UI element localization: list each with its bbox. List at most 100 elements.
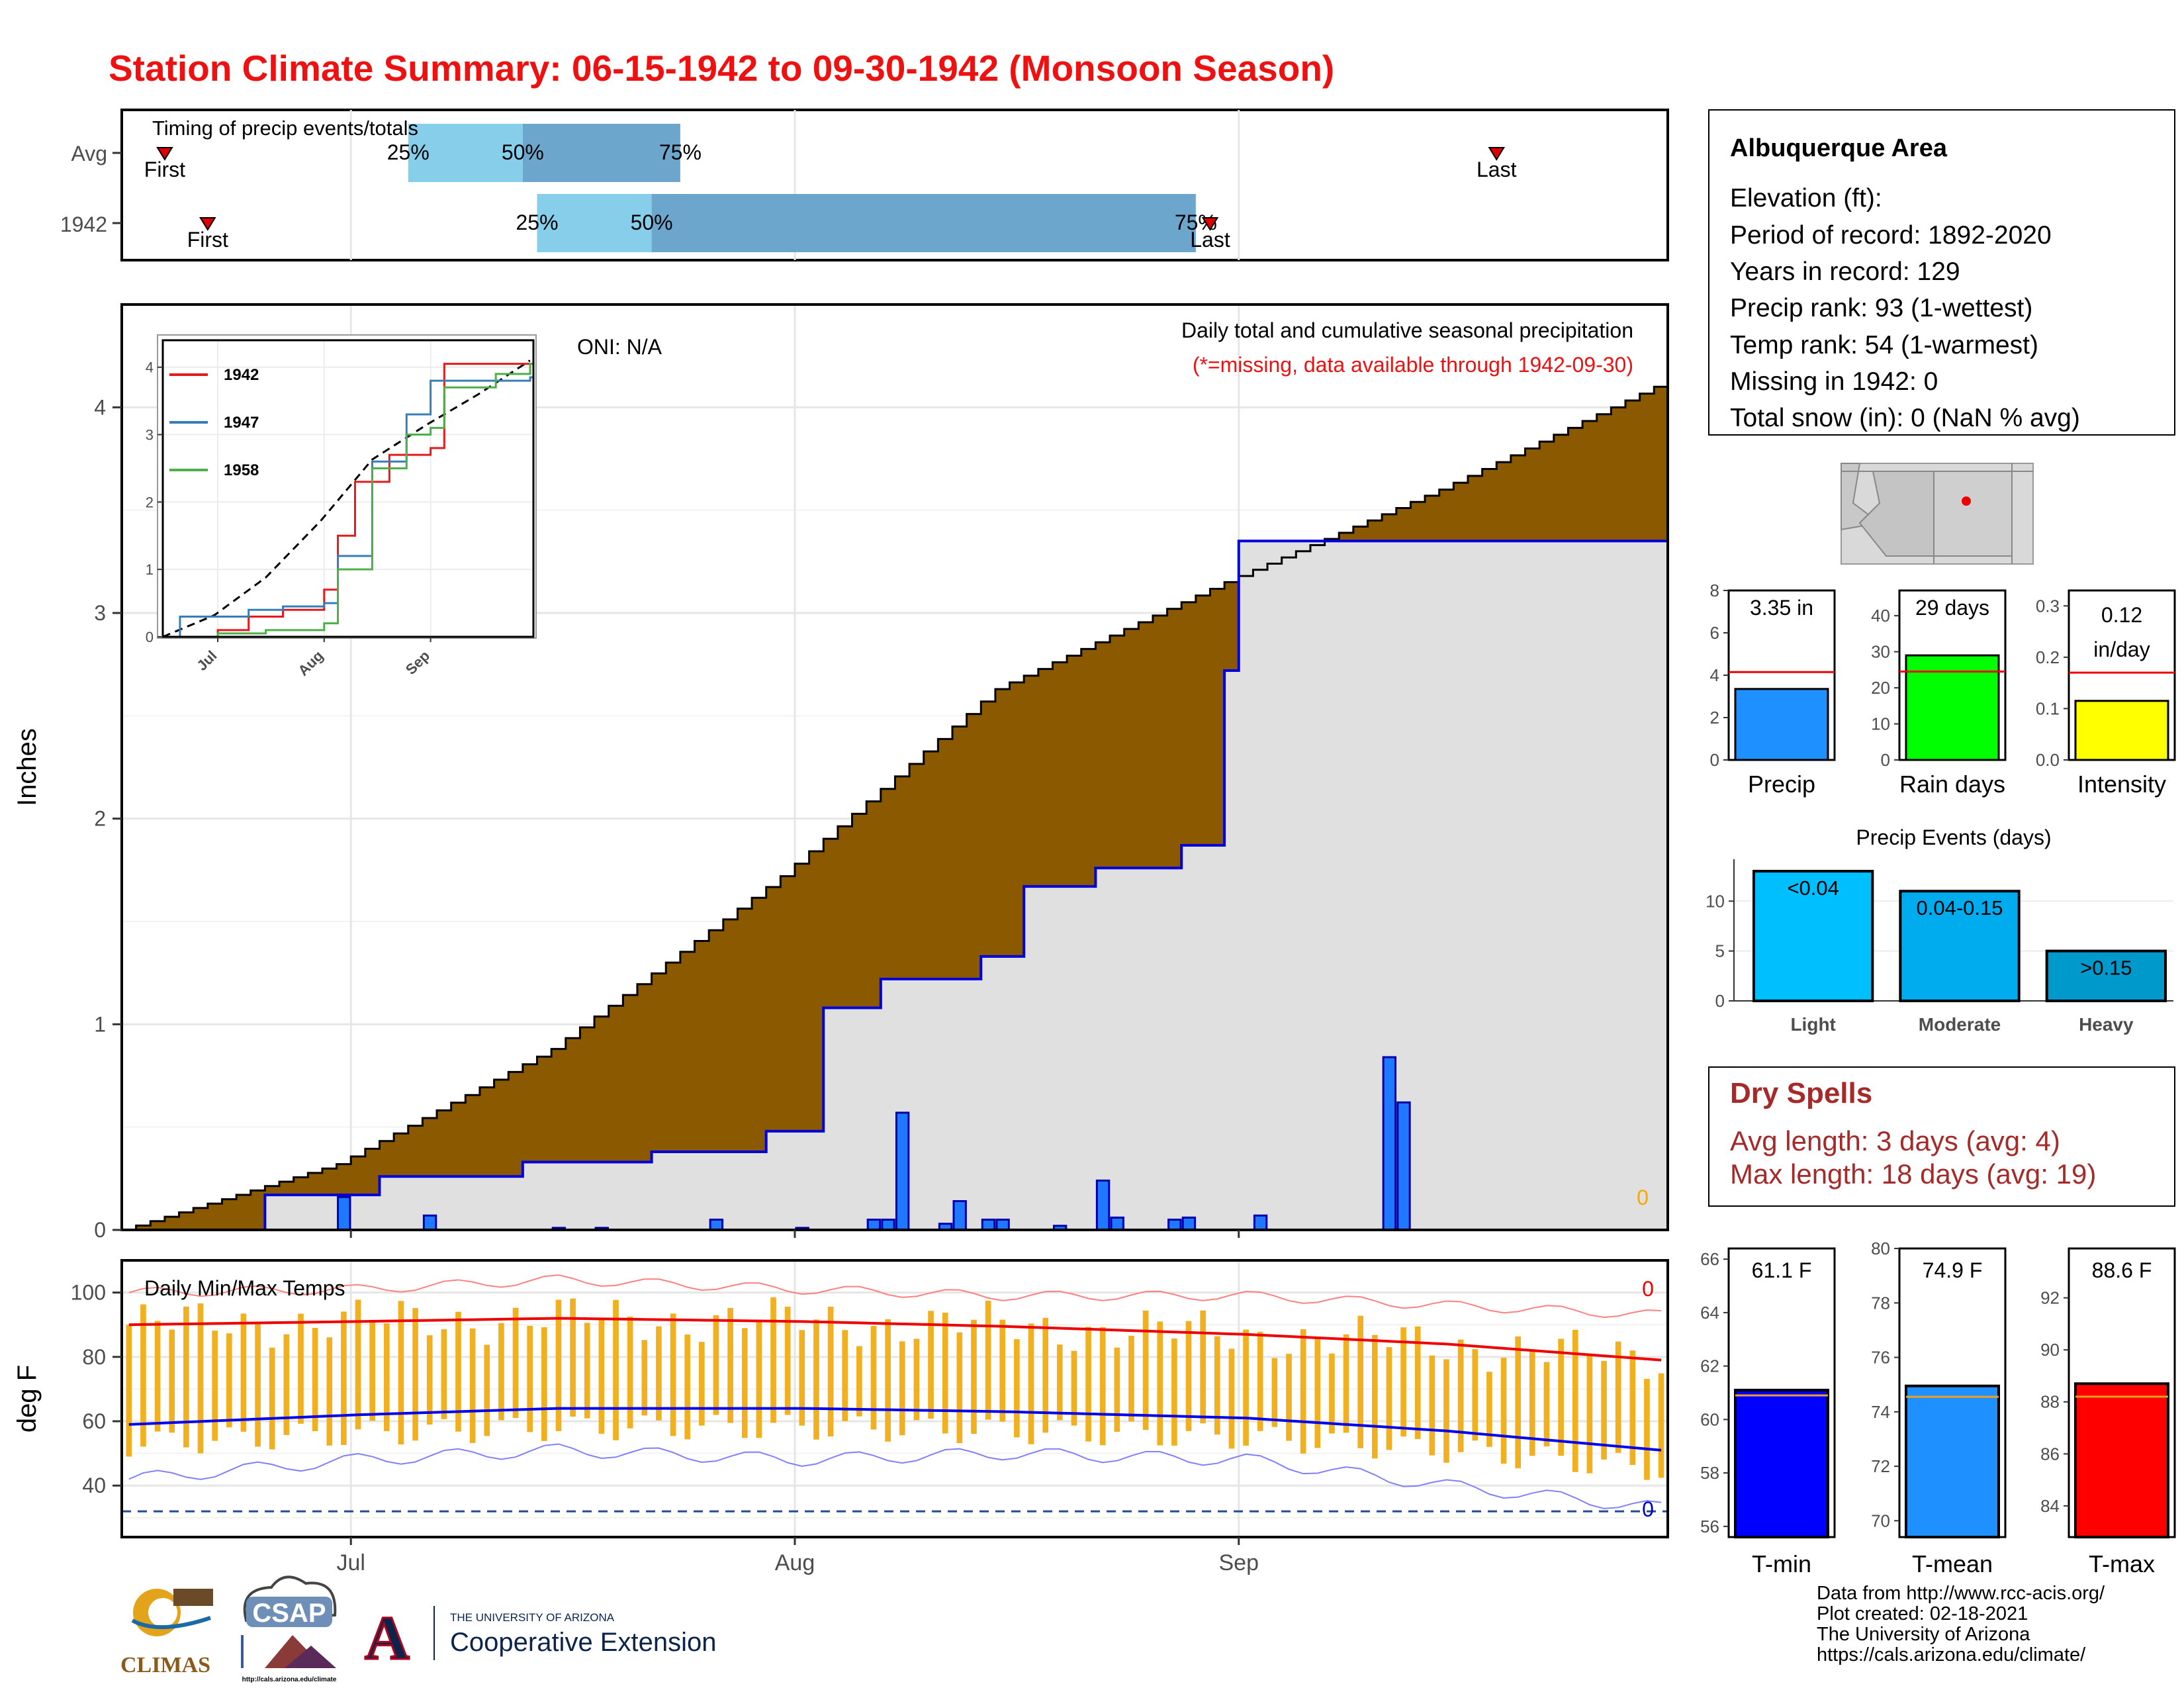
daily-temp-range-bar (1457, 1339, 1464, 1452)
temp-summary-y-tick-label: 62 (1700, 1356, 1719, 1376)
daily-temp-range-bar (1558, 1338, 1564, 1456)
locator-map (1841, 463, 2034, 565)
daily-temp-range-bar (212, 1331, 218, 1441)
daily-temp-range-bar (1443, 1359, 1449, 1463)
daily-temp-range-bar (799, 1330, 805, 1426)
daily-temp-range-bar (326, 1337, 333, 1446)
info-elevation: Elevation (ft): (1730, 184, 1882, 212)
timing-last-marker (1488, 147, 1506, 161)
info-period: Period of record: 1892-2020 (1730, 221, 2052, 250)
summary-value-unit: in/day (2093, 637, 2150, 661)
inset-y-tick-label: 2 (146, 494, 154, 510)
dry-spells-box: Dry Spells Avg length: 3 days (avg: 4) M… (1708, 1066, 2175, 1207)
daily-temp-range-bar (870, 1326, 877, 1430)
oni-label: ONI: N/A (577, 335, 662, 359)
temp-summary-y-tick-label: 86 (2040, 1444, 2060, 1464)
temp-summary-category-label: T-mean (1912, 1550, 1993, 1577)
temp-max-missing-count: 0 (1642, 1277, 1654, 1301)
daily-temp-range-bar (1171, 1338, 1177, 1446)
temp-y-axis-label: deg F (13, 1365, 42, 1432)
inset-legend-label: 1958 (224, 461, 259, 479)
precip-y-tick-label: 0 (94, 1218, 106, 1242)
temp-summary-value-label: 61.1 F (1752, 1258, 1812, 1282)
daily-temp-range-bar (555, 1299, 562, 1431)
precip-y-tick-label: 3 (94, 601, 106, 625)
daily-precip-bar (1382, 1056, 1397, 1231)
daily-precip-bar (1167, 1218, 1182, 1231)
precip-events-title: Precip Events (days) (1856, 825, 2051, 849)
timing-first-label: First (144, 158, 185, 181)
daily-temp-range-bar (355, 1299, 361, 1430)
daily-temp-range-bar (1243, 1329, 1249, 1446)
ua-name: THE UNIVERSITY OF ARIZONA (450, 1611, 615, 1624)
daily-temp-range-bar (1371, 1335, 1378, 1459)
daily-temp-range-bar (369, 1321, 375, 1421)
daily-precip-bar (981, 1218, 996, 1231)
temp-panel-title: Daily Min/Max Temps (144, 1276, 345, 1300)
temp-summary-y-tick-label: 88 (2040, 1392, 2060, 1412)
daily-temp-range-bar (741, 1328, 748, 1438)
daily-temp-range-bar (512, 1307, 519, 1419)
daily-temp-range-bar (1400, 1327, 1406, 1436)
summary-y-tick-label: 0 (1710, 750, 1719, 770)
daily-temp-range-bar (1543, 1362, 1550, 1447)
precip-y-tick-label: 4 (94, 395, 106, 419)
daily-temp-range-bar (226, 1333, 232, 1428)
summary-y-tick-label: 40 (1871, 606, 1890, 626)
daily-temp-range-bar (283, 1334, 290, 1435)
daily-temp-range-bar (469, 1328, 476, 1443)
daily-temp-range-bar (999, 1319, 1006, 1422)
summary-bar-intensity (2074, 700, 2169, 761)
credit-website: https://cals.arizona.edu/climate/ (1817, 1644, 2086, 1665)
csap-wordmark: CSAP (252, 1599, 326, 1628)
daily-precip-bar (1095, 1179, 1111, 1231)
daily-temp-range-bar (1329, 1353, 1335, 1434)
daily-temp-range-bar (298, 1313, 304, 1424)
daily-temp-range-bar (1472, 1349, 1479, 1441)
summary-y-tick-label: 0 (1881, 750, 1890, 770)
figure-title: Station Climate Summary: 06-15-1942 to 0… (109, 48, 1334, 89)
daily-precip-bar (1181, 1216, 1197, 1231)
credit-plot-created: Plot created: 02-18-2021 (1817, 1603, 2028, 1624)
record-max-line (128, 1274, 1662, 1319)
daily-temp-range-bar (842, 1330, 848, 1421)
temp-y-tick-label: 40 (82, 1474, 106, 1497)
timing-q50-label: 50% (631, 211, 673, 234)
daily-temp-range-bar (985, 1300, 991, 1420)
timing-row-label-avg: Avg (71, 142, 107, 165)
temp-summary-y-tick-label: 78 (1871, 1293, 1890, 1313)
temperature-summary-bars: 56 58 60 62 64 66 61.1 F T-min 70 72 74 76 78 80 74.9 … (1700, 1239, 2176, 1577)
temp-summary-y-tick-label: 76 (1871, 1348, 1890, 1368)
summary-value-label: 3.35 in (1750, 596, 1813, 620)
daily-temp-range-bar (684, 1334, 691, 1440)
daily-precip-bar (952, 1200, 967, 1231)
precip-missing-count: 0 (1637, 1186, 1649, 1209)
credit-university: The University of Arizona (1817, 1624, 2030, 1645)
daily-temp-range-bar (1300, 1329, 1306, 1454)
daily-temp-range-bar (455, 1311, 461, 1432)
daily-temp-range-bar (613, 1299, 619, 1440)
summary-category-label: Rain days (1899, 771, 2005, 798)
daily-temp-range-bar (942, 1312, 948, 1434)
inset-y-tick-label: 4 (146, 359, 154, 376)
summary-y-tick-label: 0.1 (2036, 698, 2060, 718)
events-y-tick-label: 0 (1715, 991, 1725, 1011)
daily-temp-range-bar (1586, 1354, 1593, 1474)
daily-temp-range-bar (441, 1329, 447, 1419)
daily-temp-range-bar (1343, 1334, 1349, 1433)
daily-temp-range-bar (1014, 1339, 1020, 1438)
temp-summary-bar-t-min (1734, 1388, 1829, 1538)
timing-last-marker (1201, 217, 1219, 231)
temp-summary-y-tick-label: 90 (2040, 1340, 2060, 1360)
temp-y-tick-label: 60 (82, 1409, 106, 1433)
temp-summary-y-tick-label: 58 (1700, 1463, 1719, 1483)
daily-temp-range-bar (784, 1306, 791, 1415)
daily-temp-range-bar (928, 1311, 934, 1419)
daily-temp-range-bar (899, 1341, 905, 1436)
events-y-tick-label: 10 (1706, 891, 1725, 911)
timing-q75-label: 75% (659, 140, 702, 164)
daily-temp-range-bar (1085, 1327, 1091, 1442)
station-name: Albuquerque Area (1730, 134, 1948, 162)
temp-summary-bar-t-mean (1905, 1384, 2000, 1539)
timing-q25-label: 25% (516, 211, 558, 234)
